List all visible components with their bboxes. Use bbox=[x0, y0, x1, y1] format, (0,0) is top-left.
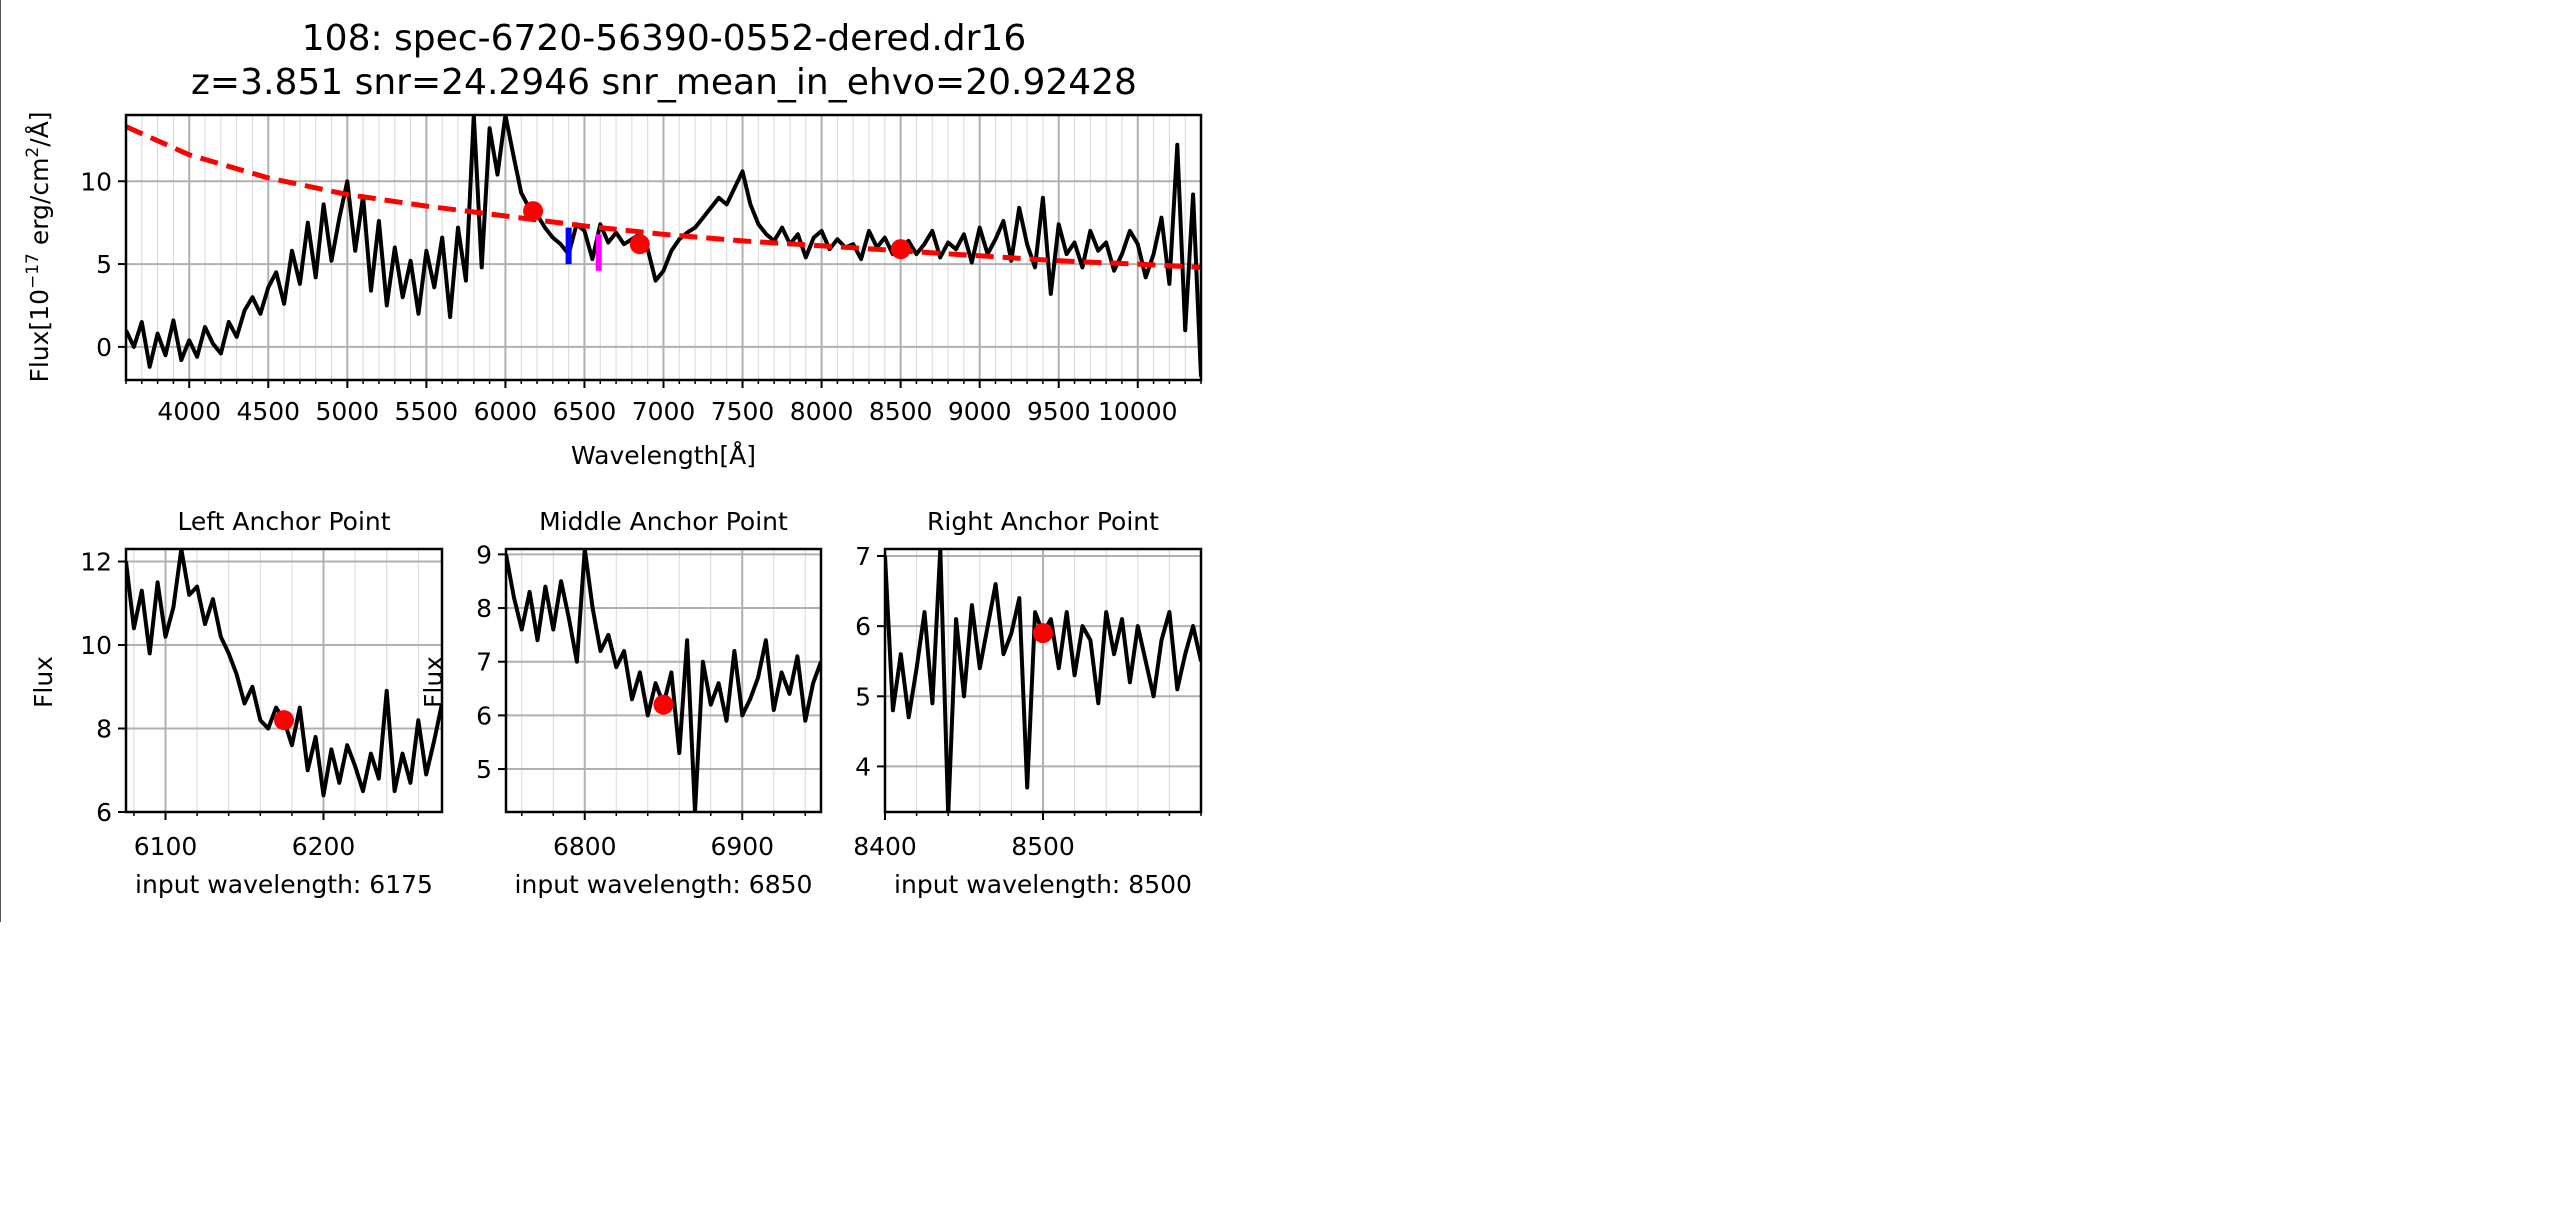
series-spectrum-main bbox=[126, 115, 1201, 377]
anchor-point-left-0 bbox=[274, 710, 294, 731]
y-axis-label-left: Flux bbox=[29, 656, 58, 708]
y-tick-label: 6 bbox=[96, 798, 112, 827]
panel-right: 8400 8500 4 5 6 7 Right Anchor Point input wave… bbox=[853, 507, 1203, 899]
figure-title-line1: 108: spec-6720-56390-0552-dered.dr16 bbox=[302, 18, 1026, 59]
x-tick-label: 6500 bbox=[553, 397, 617, 426]
anchor-point-main-2 bbox=[890, 239, 911, 260]
panel-main: 4000 4500 5000 5500 6000 6500 7000 7500 8000 8500… bbox=[23, 111, 1203, 470]
series-powerlaw-main bbox=[126, 124, 1201, 270]
anchor-point-main-0 bbox=[523, 201, 544, 222]
figure-title-line2: z=3.851 snr=24.2946 snr_mean_in_ehvo=20.… bbox=[191, 62, 1137, 103]
x-tick-label: 9000 bbox=[948, 397, 1012, 426]
x-tick-label: 10000 bbox=[1098, 397, 1178, 426]
axes-title-left: Left Anchor Point bbox=[177, 507, 390, 536]
x-tick-label: 4500 bbox=[236, 397, 300, 426]
y-tick-label: 5 bbox=[96, 250, 112, 279]
anchor-point-middle-0 bbox=[653, 694, 674, 715]
y-axis-label-middle: Flux bbox=[419, 656, 448, 708]
x-tick-label: 8500 bbox=[1011, 832, 1075, 861]
x-tick-label: 9500 bbox=[1027, 397, 1091, 426]
axes-frame-middle bbox=[504, 547, 823, 814]
panel-left: 6100 6200 6 8 10 12 Left Anchor Point input wav… bbox=[29, 507, 444, 899]
y-tick-label: 8 bbox=[96, 715, 112, 744]
x-tick-label: 5000 bbox=[316, 397, 380, 426]
x-axis-label-left: input wavelength: 6175 bbox=[135, 870, 433, 899]
x-tick-label: 8500 bbox=[869, 397, 933, 426]
x-tick-label: 6200 bbox=[292, 832, 356, 861]
y-tick-label: 10 bbox=[80, 167, 112, 196]
x-tick-label: 6800 bbox=[553, 832, 617, 861]
axes-frame-left bbox=[124, 547, 444, 814]
x-axis-label-middle: input wavelength: 6850 bbox=[515, 870, 813, 899]
x-axis-label-main: Wavelength[Å] bbox=[571, 441, 756, 470]
anchor-point-main-1 bbox=[629, 234, 650, 255]
y-axis-label-main: Flux[10−17 erg/cm2/Å] bbox=[23, 111, 54, 382]
axes-title-right: Right Anchor Point bbox=[927, 507, 1159, 536]
panel-middle: 6800 6900 5 6 7 8 9 Middle Anchor Point input wa… bbox=[419, 507, 823, 899]
anchor-point-right-0 bbox=[1033, 623, 1053, 644]
x-tick-label: 6100 bbox=[134, 832, 198, 861]
y-tick-label: 8 bbox=[476, 594, 492, 623]
x-tick-label: 8000 bbox=[790, 397, 854, 426]
x-tick-label: 7500 bbox=[711, 397, 775, 426]
x-tick-label: 5500 bbox=[395, 397, 459, 426]
y-tick-label: 6 bbox=[476, 701, 492, 730]
y-tick-label: 10 bbox=[80, 631, 112, 660]
y-tick-label: 7 bbox=[855, 542, 871, 571]
y-tick-label: 5 bbox=[855, 682, 871, 711]
x-axis-label-right: input wavelength: 8500 bbox=[894, 870, 1192, 899]
y-tick-label: 6 bbox=[855, 612, 871, 641]
x-tick-label: 8400 bbox=[853, 832, 917, 861]
y-tick-label: 0 bbox=[96, 333, 112, 362]
y-tick-label: 12 bbox=[80, 548, 112, 577]
x-tick-label: 4000 bbox=[157, 397, 221, 426]
x-tick-label: 6000 bbox=[474, 397, 538, 426]
y-tick-label: 5 bbox=[476, 755, 492, 784]
y-tick-label: 9 bbox=[476, 540, 492, 569]
x-tick-label: 6900 bbox=[710, 832, 774, 861]
y-tick-label: 4 bbox=[855, 752, 871, 781]
y-tick-label: 7 bbox=[476, 648, 492, 677]
axes-title-middle: Middle Anchor Point bbox=[539, 507, 788, 536]
x-tick-label: 7000 bbox=[632, 397, 696, 426]
